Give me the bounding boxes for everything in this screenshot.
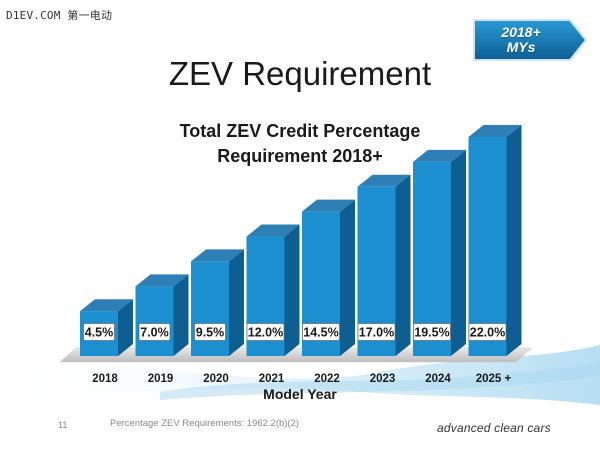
data-label-box-2 [194,323,226,341]
chart-title-line-2: Requirement 2018+ [217,146,383,166]
data-label-3: 12.0% [248,326,283,340]
bar-side-5 [395,174,411,356]
bar-top-2 [191,249,244,262]
bar-side-4 [340,199,355,356]
bar-side-1 [173,274,189,356]
decorative-wave [0,345,600,405]
x-tick-label-6: 2024 [425,373,451,385]
bar-top-6 [413,149,466,162]
bar-top-4 [302,199,355,212]
x-tick-label-0: 2018 [92,373,118,385]
data-label-box-7 [468,323,507,341]
data-label-4: 14.5% [303,326,338,340]
x-tick-label-5: 2023 [370,373,396,385]
footer-brand: advanced clean cars [437,421,551,435]
data-label-box-0 [83,323,115,341]
data-label-box-3 [246,323,285,341]
data-label-box-6 [413,323,451,341]
bar-top-5 [357,174,411,187]
data-label-1: 7.0% [140,326,169,340]
page-number: 11 [58,420,68,430]
bar-1 [135,286,174,356]
bar-7 [468,137,507,356]
bar-side-7 [506,125,522,356]
x-tick-label-7: 2025 + [476,373,512,385]
x-axis-label: Model Year [263,386,337,402]
bar-top-1 [135,274,189,287]
data-label-7: 22.0% [470,326,505,340]
page-title: ZEV Requirement [168,55,432,92]
badge-line-1: 2018+ [501,24,541,40]
x-tick-label-3: 2021 [259,373,285,385]
watermark-text: D1EV.COM 第一电动 [6,9,113,22]
chart-floor [59,347,533,363]
data-label-0: 4.5% [85,326,114,340]
bar-side-2 [229,249,244,356]
chart-title-line-1: Total ZEV Credit Percentage [179,121,421,141]
x-tick-label-4: 2022 [314,373,340,385]
bar-side-0 [118,299,133,356]
footer-reference: Percentage ZEV Requirements: 1962.2(b)(2… [110,418,300,429]
bar-side-3 [284,224,300,356]
bar-top-7 [468,125,522,137]
data-label-5: 17.0% [359,326,394,340]
badge-line-2: MYs [506,39,536,55]
model-year-badge-text: 2018+ MYs [472,20,570,60]
data-label-6: 19.5% [414,326,449,340]
decorative-wave-2 [160,362,600,400]
data-label-box-1 [138,323,171,341]
model-year-badge [473,19,588,61]
data-label-2: 9.5% [196,326,225,340]
bar-2 [191,261,229,356]
bar-side-6 [451,149,466,356]
x-tick-label-1: 2019 [148,373,174,385]
bar-top-0 [80,299,133,312]
data-label-box-4 [302,323,340,341]
data-label-box-5 [357,323,396,341]
x-tick-label-2: 2020 [203,373,229,385]
bar-top-3 [246,224,300,237]
